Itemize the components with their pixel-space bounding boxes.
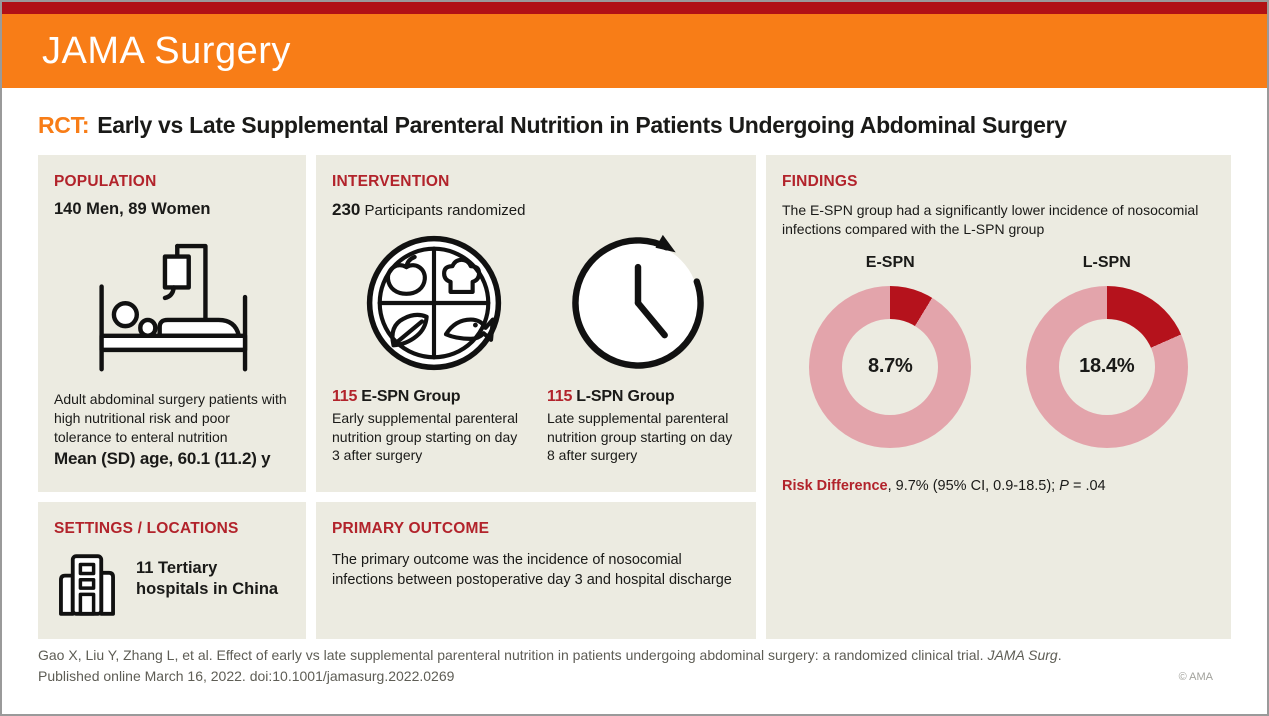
settings-text: 11 Tertiary hospitals in China bbox=[136, 559, 279, 598]
intervention-heading: INTERVENTION bbox=[332, 173, 450, 190]
intervention-panel: INTERVENTION 230 Participants randomized bbox=[316, 155, 756, 492]
espn-donut-hole: 8.7% bbox=[842, 318, 939, 415]
espn-donut-value: 8.7% bbox=[868, 355, 913, 378]
findings-panel: FINDINGS The E-SPN group had a significa… bbox=[766, 155, 1231, 639]
lspn-donut-chart: 18.4% bbox=[1025, 285, 1188, 448]
citation-line-2: Published online March 16, 2022. doi:10.… bbox=[38, 668, 455, 684]
espn-donut-chart: 8.7% bbox=[809, 285, 972, 448]
risk-difference-line: Risk Difference, 9.7% (95% CI, 0.9-18.5)… bbox=[782, 478, 1215, 494]
findings-heading: FINDINGS bbox=[782, 173, 858, 190]
clock-icon bbox=[536, 234, 740, 372]
population-stat: 140 Men, 89 Women bbox=[54, 200, 211, 218]
participants-label: Participants randomized bbox=[360, 202, 526, 219]
lspn-donut-column: L-SPN 18.4% bbox=[999, 254, 1216, 448]
article-title-text: Early vs Late Supplemental Parenteral Nu… bbox=[97, 112, 1067, 138]
lspn-group-n: 115 bbox=[547, 388, 573, 405]
settings-panel: SETTINGS / LOCATIONS 11 Tertiary hospita… bbox=[38, 502, 306, 639]
journal-title: JAMA Surgery bbox=[42, 29, 291, 72]
participants-count: 230 bbox=[332, 200, 361, 219]
donut-charts: E-SPN 8.7% L-SPN 18.4% bbox=[782, 254, 1215, 448]
participants-randomized: 230 Participants randomized bbox=[332, 200, 740, 220]
population-panel: POPULATION 140 Men, 89 Women Adult abdom… bbox=[38, 155, 306, 492]
citation-footer: Gao X, Liu Y, Zhang L, et al. Effect of … bbox=[38, 645, 1231, 687]
settings-content: 11 Tertiary hospitals in China bbox=[54, 552, 290, 623]
journal-abbrev: JAMA Surg bbox=[987, 647, 1058, 663]
lspn-group-description: Late supplemental parenteral nutrition g… bbox=[547, 410, 733, 464]
rct-tag: RCT: bbox=[38, 112, 90, 138]
article-title: RCT: Early vs Late Supplemental Parentera… bbox=[38, 112, 1231, 139]
p-symbol: P bbox=[1059, 477, 1069, 494]
lspn-group: 115 L-SPN Group Late supplemental parente… bbox=[547, 388, 740, 465]
lspn-donut-hole: 18.4% bbox=[1058, 318, 1155, 415]
risk-difference-label: Risk Difference bbox=[782, 477, 888, 494]
findings-summary: The E-SPN group had a significantly lowe… bbox=[782, 202, 1199, 238]
p-value: = .04 bbox=[1068, 477, 1106, 494]
citation-line-1: Gao X, Liu Y, Zhang L, et al. Effect of … bbox=[38, 647, 1062, 663]
lspn-donut-label: L-SPN bbox=[1082, 253, 1131, 271]
primary-outcome-text: The primary outcome was the incidence of… bbox=[332, 552, 732, 588]
espn-donut-label: E-SPN bbox=[865, 253, 915, 271]
intervention-groups: 115 E-SPN Group Early supplemental parent… bbox=[332, 388, 740, 465]
lspn-group-name: 115 L-SPN Group bbox=[547, 388, 675, 405]
ama-copyright: © AMA bbox=[1178, 670, 1213, 683]
brand-header: JAMA Surgery bbox=[2, 14, 1267, 88]
espn-group-description: Early supplemental parenteral nutrition … bbox=[332, 410, 518, 464]
espn-group-name: 115 E-SPN Group bbox=[332, 388, 461, 405]
lspn-donut-value: 18.4% bbox=[1079, 355, 1135, 378]
population-description: Adult abdominal surgery patients with hi… bbox=[54, 391, 287, 445]
settings-heading: SETTINGS / LOCATIONS bbox=[54, 520, 239, 537]
hospital-building-icon bbox=[54, 552, 120, 623]
food-plate-icon bbox=[332, 234, 536, 372]
population-age: Mean (SD) age, 60.1 (11.2) y bbox=[54, 449, 271, 469]
patient-in-bed-icon bbox=[84, 235, 260, 380]
primary-outcome-heading: PRIMARY OUTCOME bbox=[332, 520, 490, 537]
intervention-icons bbox=[332, 234, 740, 372]
espn-group-n: 115 bbox=[332, 388, 358, 405]
population-heading: POPULATION bbox=[54, 173, 157, 190]
espn-group: 115 E-SPN Group Early supplemental parent… bbox=[332, 388, 525, 465]
top-red-strip bbox=[2, 2, 1267, 14]
panel-grid: POPULATION 140 Men, 89 Women Adult abdom… bbox=[38, 155, 1231, 639]
espn-donut-column: E-SPN 8.7% bbox=[782, 254, 999, 448]
risk-difference-value: , 9.7% (95% CI, 0.9-18.5); bbox=[887, 477, 1060, 494]
primary-outcome-panel: PRIMARY OUTCOME The primary outcome was … bbox=[316, 502, 756, 639]
